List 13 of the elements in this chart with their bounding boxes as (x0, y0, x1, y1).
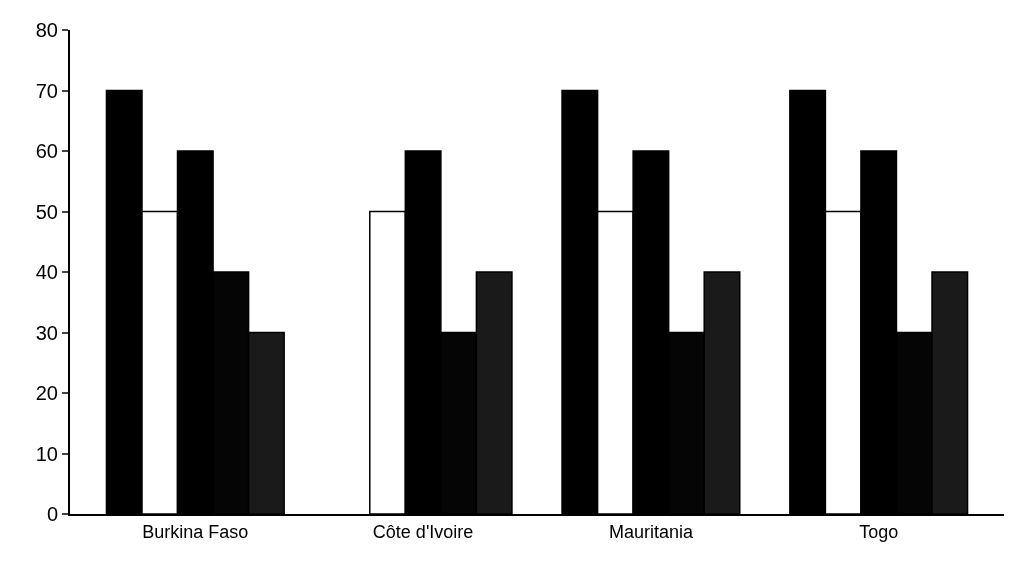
y-tick-label: 60 (35, 140, 58, 162)
y-tick-label: 20 (35, 382, 58, 404)
x-tick-label: Mauritania (608, 521, 694, 542)
y-tick-label: 0 (46, 503, 58, 525)
y-tick-label: 50 (35, 200, 58, 223)
y-tick-label: 40 (35, 261, 58, 283)
x-tick-label: Côte d'Ivoire (372, 521, 474, 542)
x-tick-label: Burkina Faso (142, 521, 249, 542)
y-tick-label: 70 (35, 79, 58, 102)
y-tick-label: 30 (35, 321, 58, 344)
y-tick-label: 80 (35, 19, 58, 41)
y-tick-label: 10 (35, 442, 58, 465)
x-tick-label: Togo (859, 521, 899, 542)
